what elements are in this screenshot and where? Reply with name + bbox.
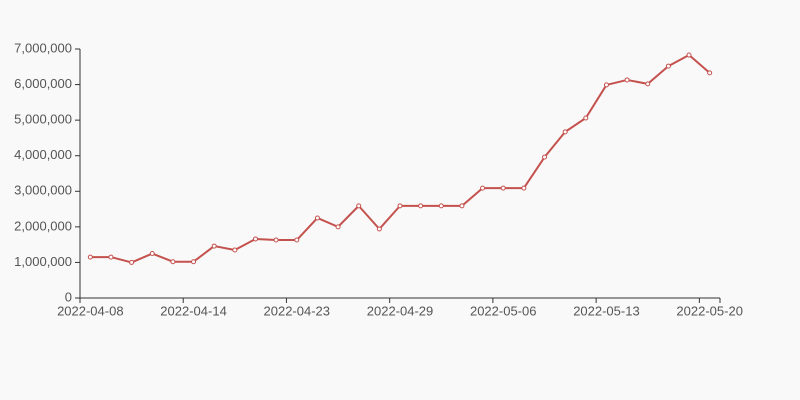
point (356, 203, 362, 209)
point (562, 129, 568, 135)
point (376, 226, 382, 232)
point (645, 81, 651, 87)
point (459, 203, 465, 209)
point (108, 254, 114, 260)
x-tick-label: 2022-05-13 (573, 303, 640, 318)
point (603, 82, 609, 88)
x-tick-label: 2022-05-06 (470, 303, 537, 318)
point (335, 224, 341, 230)
y-tick-label: 2,000,000 (14, 218, 72, 233)
point (129, 259, 135, 265)
point (686, 52, 692, 58)
y-tick-label: 1,000,000 (14, 254, 72, 269)
point (665, 63, 671, 69)
point (480, 185, 486, 191)
point (542, 154, 548, 160)
point (397, 203, 403, 209)
x-tick-label: 2022-04-14 (160, 303, 227, 318)
point (707, 70, 713, 76)
y-tick-label: 0 (65, 289, 72, 304)
point (273, 237, 279, 243)
y-tick-label: 5,000,000 (14, 112, 72, 127)
y-tick-label: 3,000,000 (14, 183, 72, 198)
point (624, 77, 630, 83)
x-tick-label: 2022-04-29 (367, 303, 434, 318)
series-line (90, 54, 711, 264)
y-tick-label: 6,000,000 (14, 76, 72, 91)
point (418, 203, 424, 209)
x-tick-label: 2022-05-20 (676, 303, 743, 318)
y-tick-label: 4,000,000 (14, 147, 72, 162)
y-tick-label: 7,000,000 (14, 40, 72, 55)
point (500, 185, 506, 191)
point (252, 236, 258, 242)
point (191, 259, 197, 265)
point (521, 185, 527, 191)
point (211, 243, 217, 249)
point (170, 259, 176, 265)
point (232, 247, 238, 253)
point (314, 215, 320, 221)
x-tick-label: 2022-04-23 (264, 303, 331, 318)
point (583, 115, 589, 121)
point (294, 237, 300, 243)
x-tick-label: 2022-04-08 (57, 303, 124, 318)
point (87, 254, 93, 260)
point (438, 203, 444, 209)
point (149, 251, 155, 257)
